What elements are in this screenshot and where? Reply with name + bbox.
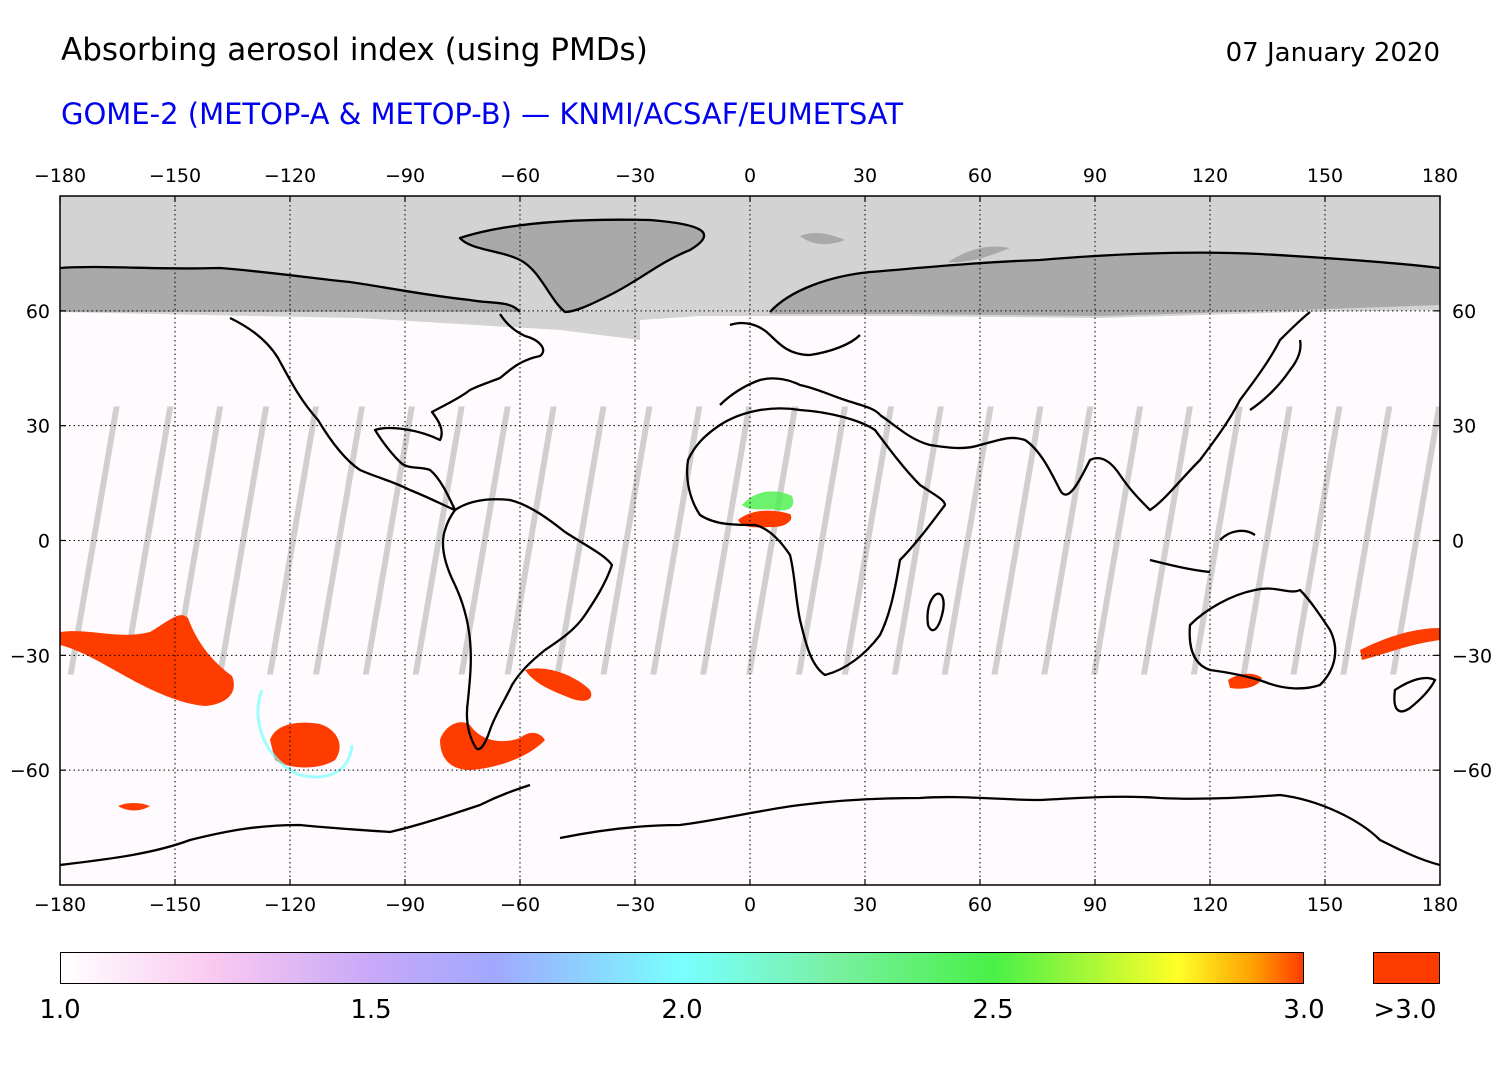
map-subtitle: GOME-2 (METOP-A & METOP-B) — KNMI/ACSAF/… <box>61 97 904 131</box>
svalbard-land <box>800 233 845 245</box>
coastline-south-america <box>441 498 614 751</box>
coastline-north-america <box>229 313 545 512</box>
plume-south-atlantic-high <box>525 668 592 701</box>
x-tick-label-top: 0 <box>744 165 756 187</box>
gridlines <box>60 196 1440 885</box>
x-tick-label-top: −60 <box>500 165 540 187</box>
coastline-madagascar <box>926 592 945 632</box>
x-tick-label-top: 30 <box>853 165 877 187</box>
colorbar-tick-label: 3.0 <box>1283 995 1325 1025</box>
colorbar-tick-label: 2.0 <box>661 995 703 1025</box>
plume-west-africa-high <box>738 510 792 528</box>
plume-southeast-pacific-high <box>270 722 340 768</box>
x-tick-label-top: −180 <box>34 165 86 187</box>
orbit-gap-stripe <box>171 406 224 675</box>
plume-south-pacific-ring <box>256 689 354 779</box>
orbit-gap-stripes <box>67 406 1440 675</box>
orbit-gap-stripe <box>842 406 894 675</box>
map-title: Absorbing aerosol index (using PMDs) <box>61 32 648 68</box>
x-tick-label-bottom: 30 <box>853 894 877 916</box>
colorbar-tick-label: 1.0 <box>39 995 81 1025</box>
coastlines <box>60 218 1440 867</box>
x-tick-label-top: −150 <box>149 165 201 187</box>
orbit-gap-stripe <box>991 406 1044 675</box>
x-tick-label-bottom: −90 <box>385 894 425 916</box>
orbit-gap-stripe <box>504 406 557 675</box>
y-tick-label-left: 30 <box>26 416 50 438</box>
coastline-indonesia <box>1149 529 1256 574</box>
coastline-arctic-eurasia <box>769 251 1440 313</box>
aerosol-plumes <box>60 491 1440 811</box>
plume-southern-ocean-high <box>118 803 150 811</box>
plume-patagonia-high <box>440 722 545 770</box>
orbit-gap-stripe <box>67 406 120 675</box>
plume-tasman-high <box>1360 628 1440 660</box>
aerosol-colorbar <box>60 952 1304 984</box>
y-tick-label-right: 60 <box>1452 301 1476 323</box>
coastline-arctic-north-america <box>60 265 521 313</box>
y-tick-label-left: −60 <box>10 760 50 782</box>
aerosol-map: −180 −180 −150 −150 −120 −120 −90 −90 −60 −60 −30 −… <box>10 165 1492 916</box>
coastline-australia <box>1188 587 1337 690</box>
y-tick-label-left: 0 <box>38 531 50 553</box>
orbit-gap-stripe <box>458 406 511 675</box>
x-tick-label-bottom: 120 <box>1192 894 1228 916</box>
x-tick-label-top: 150 <box>1307 165 1343 187</box>
eurasia-arctic-land <box>770 252 1440 316</box>
x-tick-label-bottom: 60 <box>968 894 992 916</box>
y-tick-label-left: −30 <box>10 645 50 667</box>
x-tick-label-bottom: −180 <box>34 894 86 916</box>
coastline-greenland <box>458 218 706 314</box>
coastline-antarctica <box>60 783 1440 867</box>
colorbar-over-range <box>1373 952 1440 984</box>
plume-west-africa-mid <box>742 491 794 511</box>
orbit-gap-stripe <box>650 406 703 675</box>
y-tick-label-right: 0 <box>1452 531 1464 553</box>
x-tick-label-top: 90 <box>1083 165 1107 187</box>
coastline-asia <box>879 311 1311 512</box>
orbit-gap-stripe <box>1091 406 1144 675</box>
coastline-japan <box>1249 339 1302 411</box>
greenland-land <box>460 219 705 312</box>
orbit-gap-stripe <box>1041 406 1094 675</box>
colorbar-tick-label: 2.5 <box>972 995 1014 1025</box>
orbit-gap-stripe <box>267 406 319 675</box>
y-tick-label-right: −30 <box>1452 645 1492 667</box>
x-tick-label-top: −90 <box>385 165 425 187</box>
x-tick-label-bottom: 90 <box>1083 894 1107 916</box>
orbit-gap-stripe <box>600 406 653 675</box>
orbit-gap-stripe <box>941 406 994 675</box>
coastline-europe <box>719 321 881 416</box>
y-tick-label-left: 60 <box>26 301 50 323</box>
colorbar-tick-label: 1.5 <box>350 995 392 1025</box>
x-tick-label-top: −30 <box>615 165 655 187</box>
orbit-gap-stripe <box>217 406 270 675</box>
colorbar-over-label: >3.0 <box>1373 995 1437 1025</box>
plume-south-pacific-high <box>60 615 234 706</box>
x-tick-label-bottom: 150 <box>1307 894 1343 916</box>
y-tick-label-right: 30 <box>1452 416 1476 438</box>
map-axes: −180 −180 −150 −150 −120 −120 −90 −90 −60 −60 −30 −… <box>10 165 1492 916</box>
map-date: 07 January 2020 <box>1225 38 1440 68</box>
x-tick-label-bottom: −30 <box>615 894 655 916</box>
x-tick-label-top: 120 <box>1192 165 1228 187</box>
y-tick-label-right: −60 <box>1452 760 1492 782</box>
x-tick-label-bottom: −60 <box>500 894 540 916</box>
coastline-new-zealand <box>1393 676 1437 713</box>
x-tick-label-bottom: −150 <box>149 894 201 916</box>
x-tick-label-top: 180 <box>1422 165 1458 187</box>
coastline-africa <box>686 407 947 677</box>
x-tick-label-top: −120 <box>264 165 316 187</box>
x-tick-label-top: 60 <box>968 165 992 187</box>
x-tick-label-bottom: 180 <box>1422 894 1458 916</box>
map-plot-area <box>60 196 1440 885</box>
novaya-zemlya-land <box>948 246 1010 263</box>
x-tick-label-bottom: −120 <box>264 894 316 916</box>
orbit-gap-stripe <box>121 406 174 675</box>
x-tick-label-bottom: 0 <box>744 894 756 916</box>
